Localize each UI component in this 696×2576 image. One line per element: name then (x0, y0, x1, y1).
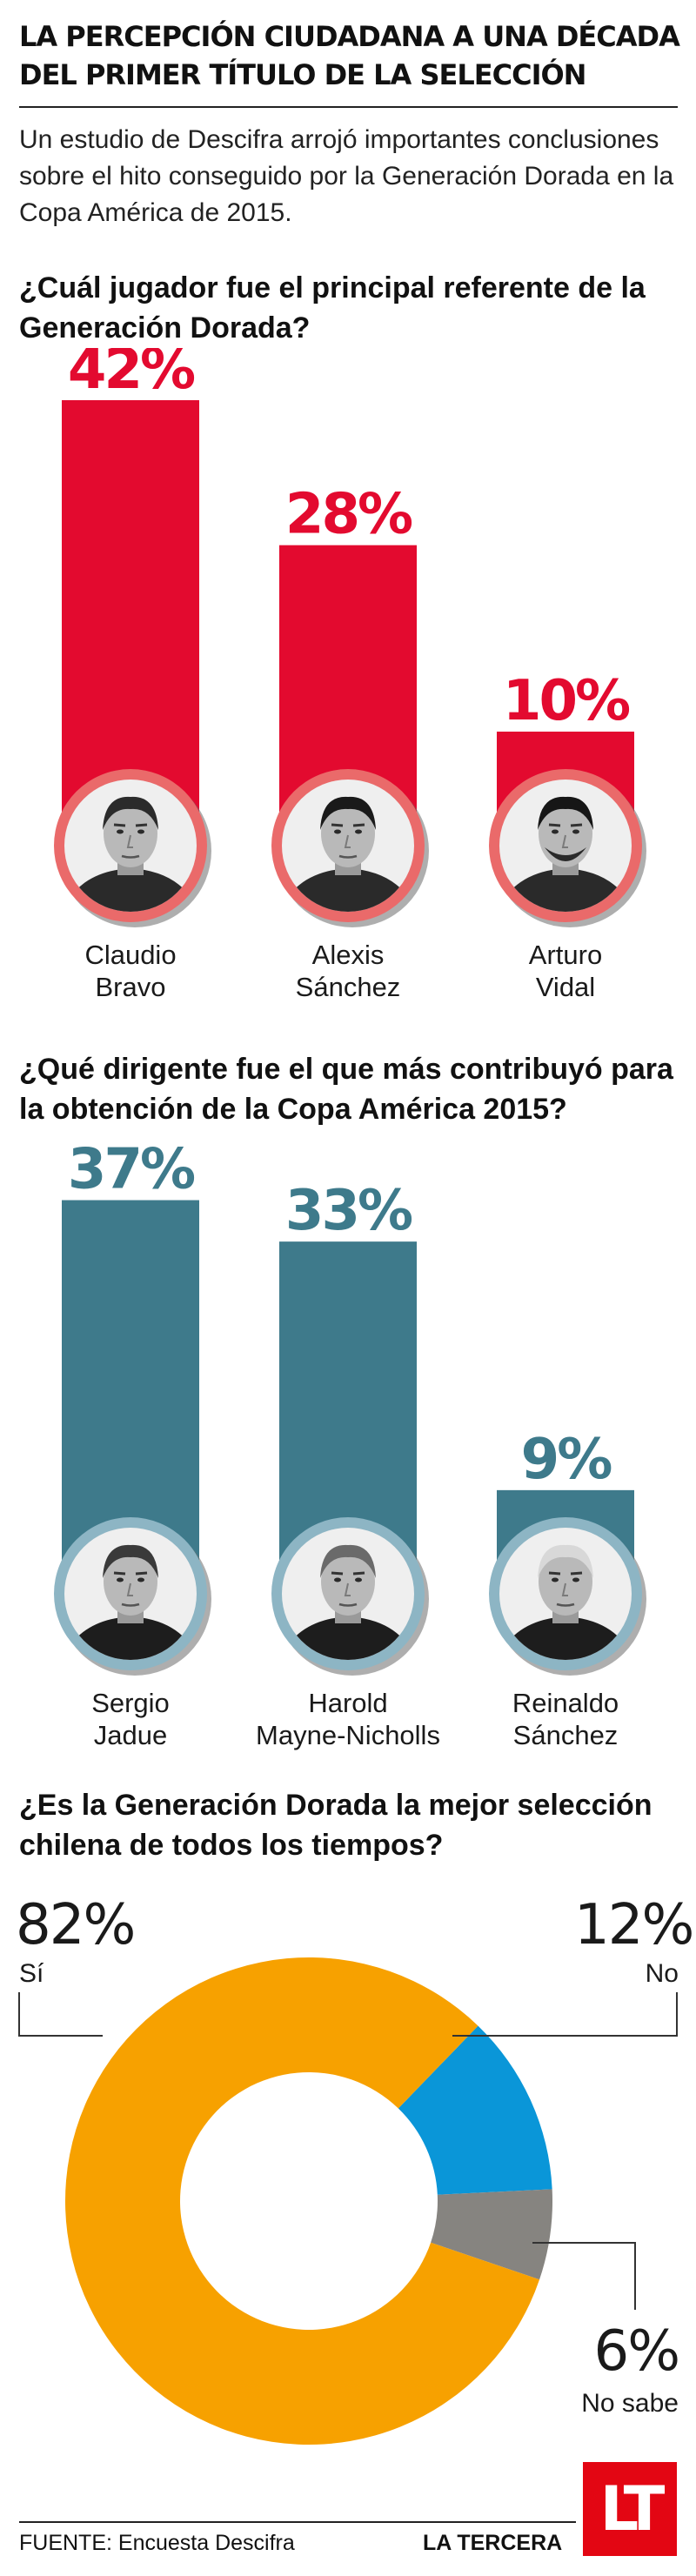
portrait-1 (271, 769, 429, 927)
bar-category-label: Sánchez (513, 1720, 619, 1750)
portrait-2 (489, 769, 646, 927)
bar-category-label: Alexis (312, 940, 385, 970)
chart-best-team (18, 1957, 678, 2445)
source-text: FUENTE: Encuesta Descifra (19, 2531, 295, 2555)
pie-label-nosabe-value: 6% (593, 2319, 680, 2384)
bar-value-label: 9% (521, 1428, 612, 1492)
la-tercera-logo: LT (583, 2462, 677, 2556)
page-title: LA PERCEPCIÓN CIUDADANA A UNA DÉCADA DEL… (19, 20, 680, 91)
bar-category-label: Jadue (94, 1720, 167, 1750)
bar-category-label: Bravo (96, 972, 166, 1002)
question-leaders: ¿Qué dirigente fue el que más contribuyó… (19, 1053, 673, 1126)
title-divider (19, 106, 678, 108)
intro-text: Un estudio de Descifra arrojó importante… (19, 125, 674, 227)
bar-value-label: 28% (285, 483, 412, 547)
bar-category-label: Reinaldo (512, 1688, 619, 1718)
leader-line-nosabe (532, 2242, 636, 2310)
pie-slice-s- (65, 1957, 540, 2445)
bar-value-label: 10% (503, 669, 630, 733)
bar-category-label: Arturo (529, 940, 602, 970)
pie-label-no-value: 12% (574, 1893, 694, 1957)
bar-category-label: Vidal (536, 972, 595, 1002)
pie-label-nosabe: No sabe (581, 2389, 679, 2418)
bar-category-label: Mayne-Nicholls (256, 1720, 440, 1750)
bar-claudio-bravo (62, 400, 199, 835)
bar-value-label: 33% (285, 1179, 412, 1243)
question-players: ¿Cuál jugador fue el principal referente… (19, 271, 646, 345)
footer-divider (19, 2521, 576, 2523)
bar-category-label: Sergio (91, 1688, 170, 1718)
pie-slice-no-sabe (431, 2189, 552, 2280)
bar-value-label: 37% (68, 1138, 195, 1202)
pie-slice-no (398, 2025, 552, 2195)
leader-line-si (18, 1992, 103, 2037)
pie-label-si: Sí (19, 1959, 44, 1988)
bar-category-label: Sánchez (296, 972, 401, 1002)
pie-label-si-value: 82% (16, 1893, 136, 1957)
portrait-2 (489, 1517, 646, 1676)
portrait-1 (271, 1517, 429, 1676)
bar-category-label: Claudio (84, 940, 176, 970)
leader-line-no (452, 1992, 678, 2037)
brand-name: LA TERCERA (423, 2531, 563, 2555)
bar-category-label: Harold (308, 1688, 387, 1718)
portrait-0 (54, 1517, 211, 1676)
portrait-0 (54, 769, 211, 927)
question-best-team: ¿Es la Generación Dorada la mejor selecc… (19, 1789, 652, 1862)
bar-value-label: 42% (68, 348, 195, 402)
pie-label-no: No (645, 1959, 679, 1988)
